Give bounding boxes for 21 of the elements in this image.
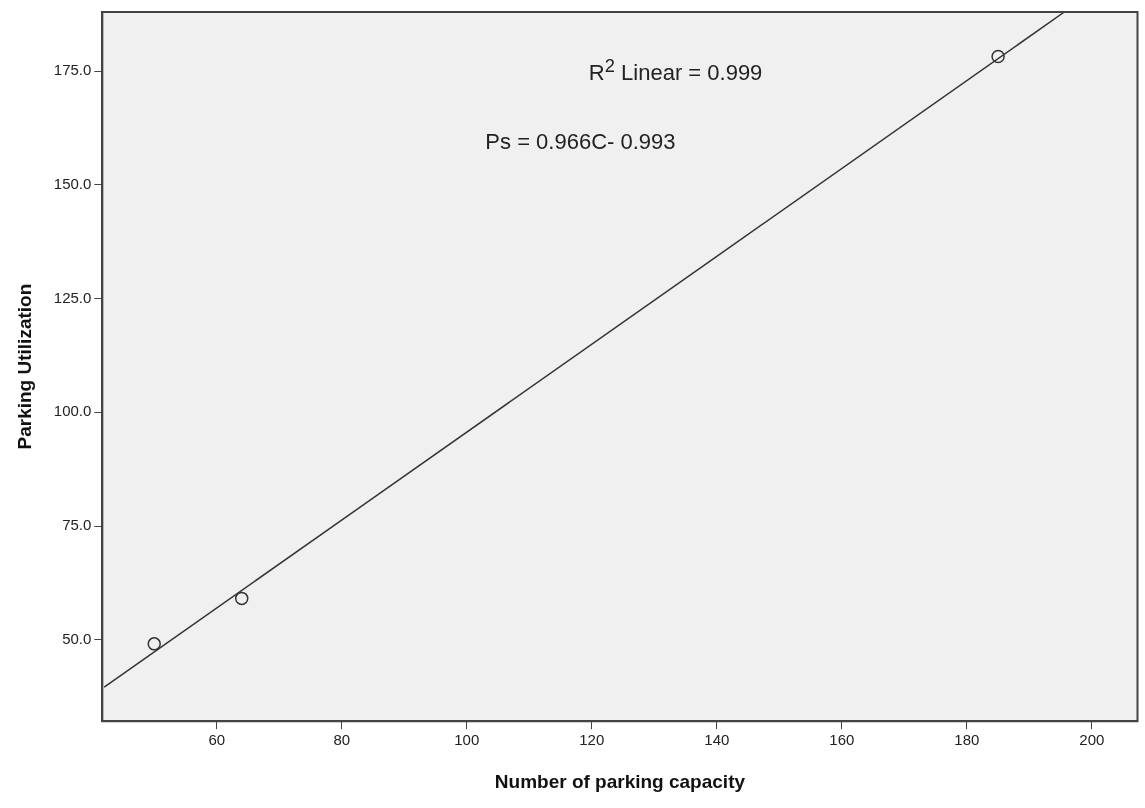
y-axis-title: Parking Utilization <box>13 283 35 450</box>
annotation: R$^{2}$ Linear = 0.999 <box>588 54 763 86</box>
x-tick-label: 200 <box>1079 731 1105 749</box>
y-tick-label: 125.0 <box>53 288 92 306</box>
y-tick-label: 100.0 <box>53 402 92 420</box>
y-tick-label: 50.0 <box>62 629 92 647</box>
point <box>234 591 249 606</box>
point <box>147 637 161 651</box>
point <box>991 49 1005 64</box>
y-tick-label: 175.0 <box>53 61 92 79</box>
x-tick-label: 100 <box>454 731 480 749</box>
x-tick-label: 60 <box>208 731 226 749</box>
x-tick-label: 140 <box>704 731 730 749</box>
annotation: Ps = 0.966C- 0.993 <box>485 129 676 156</box>
x-tick-label: 180 <box>954 731 980 749</box>
x-axis-title: Number of parking capacity <box>494 770 746 792</box>
x-tick-label: 160 <box>829 731 855 749</box>
y-tick-label: 75.0 <box>62 516 92 534</box>
x-tick-label: 80 <box>333 731 351 749</box>
x-tick-label: 120 <box>579 731 605 749</box>
y-tick-label: 150.0 <box>53 175 92 193</box>
